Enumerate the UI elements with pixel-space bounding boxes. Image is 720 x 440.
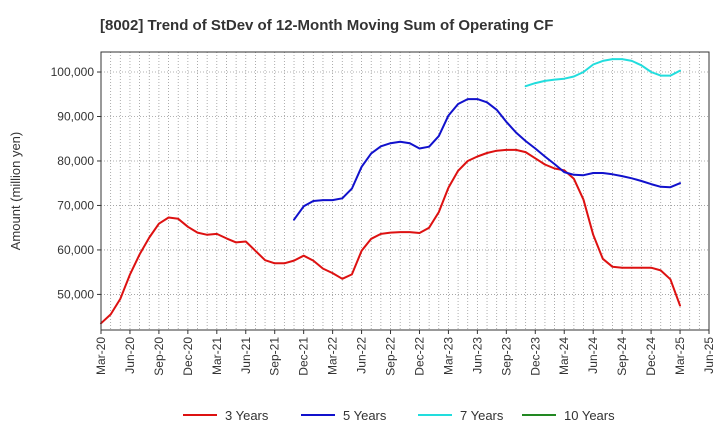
x-axis-ticks: Mar-20 Jun-20 Sep-20 Dec-20 Mar-21 Jun-21 Sep-…	[94, 330, 716, 376]
x-tick-label: Mar-22	[326, 337, 340, 375]
y-tick-label: 60,000	[57, 243, 94, 257]
x-tick-label: Jun-21	[239, 337, 253, 374]
x-tick-label: Jun-23	[470, 337, 484, 374]
x-tick-label: Jun-22	[355, 337, 369, 374]
y-tick-label: 70,000	[57, 198, 94, 212]
legend-label-10-years: 10 Years	[564, 408, 615, 423]
legend: 3 Years 5 Years 7 Years 10 Years	[183, 408, 615, 423]
x-tick-label: Mar-25	[673, 337, 687, 375]
series-line-7-years	[524, 58, 681, 88]
x-tick-label: Jun-20	[123, 337, 137, 374]
x-tick-label: Sep-22	[384, 337, 398, 376]
y-tick-label: 50,000	[57, 287, 94, 301]
x-tick-label: Mar-20	[94, 337, 108, 375]
series-line-3-years	[100, 148, 681, 325]
y-axis-ticks: 50,000 60,000 70,000 80,000 90,000 100,000	[51, 65, 101, 301]
x-tick-label: Dec-20	[181, 337, 195, 376]
series-line-5-years	[293, 98, 681, 221]
chart-title: [8002] Trend of StDev of 12-Month Moving…	[100, 17, 553, 34]
x-tick-label: Dec-24	[644, 337, 658, 376]
legend-label-3-years: 3 Years	[225, 408, 269, 423]
y-tick-label: 90,000	[57, 109, 94, 123]
y-tick-label: 100,000	[51, 65, 95, 79]
plot-frame	[100, 51, 710, 331]
x-tick-label: Mar-23	[441, 337, 455, 375]
legend-label-5-years: 5 Years	[343, 408, 387, 423]
x-tick-label: Sep-21	[268, 337, 282, 376]
legend-label-7-years: 7 Years	[460, 408, 504, 423]
x-tick-label: Mar-21	[210, 337, 224, 375]
x-tick-label: Sep-24	[615, 337, 629, 376]
plot-series	[100, 58, 681, 325]
x-tick-label: Sep-23	[499, 337, 513, 376]
y-axis-label: Amount (million yen)	[8, 132, 23, 251]
grid	[100, 52, 710, 330]
y-tick-label: 80,000	[57, 154, 94, 168]
x-tick-label: Dec-22	[412, 337, 426, 376]
x-tick-label: Sep-20	[152, 337, 166, 376]
x-tick-label: Mar-24	[557, 337, 571, 375]
x-tick-label: Jun-24	[586, 337, 600, 374]
x-tick-label: Dec-21	[297, 337, 311, 376]
x-tick-label: Dec-23	[528, 337, 542, 376]
x-tick-label: Jun-25	[702, 337, 716, 374]
